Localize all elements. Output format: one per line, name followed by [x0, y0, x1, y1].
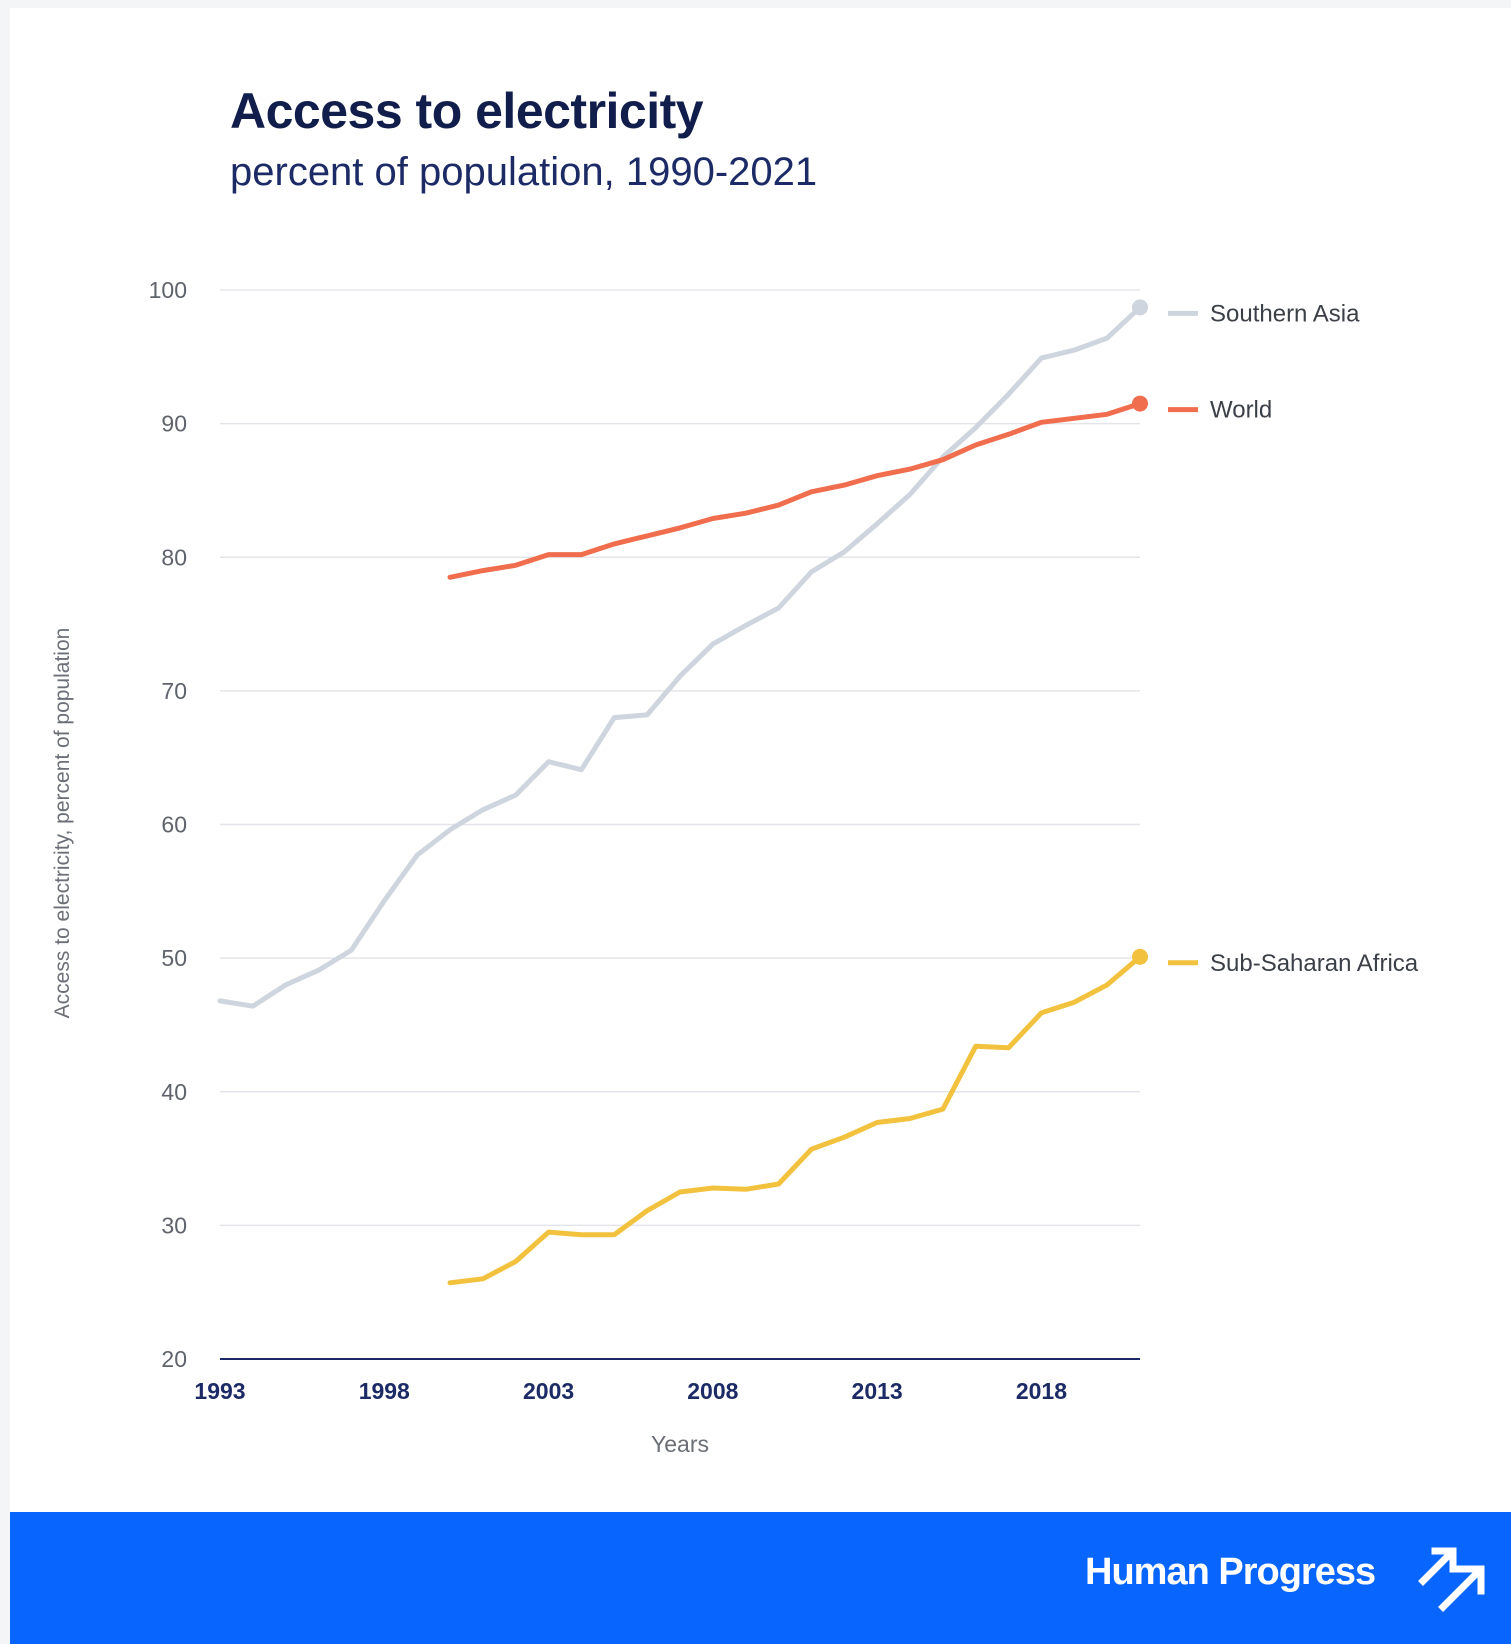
x-tick-label: 2013 — [852, 1378, 903, 1404]
y-tick-label: 100 — [149, 277, 187, 303]
x-axis-label: Years — [651, 1431, 709, 1457]
y-tick-label: 20 — [161, 1346, 187, 1372]
y-tick-label: 60 — [161, 812, 187, 838]
legend: Southern Asia World Sub-Saharan Africa — [1168, 300, 1419, 976]
x-tick-label: 2018 — [1016, 1378, 1067, 1404]
x-tick-label: 1998 — [359, 1378, 410, 1404]
series-line-sub-saharan-africa — [450, 957, 1140, 1283]
x-tick-label: 2003 — [523, 1378, 574, 1404]
x-tick-label: 1993 — [194, 1378, 245, 1404]
y-tick-label: 30 — [161, 1212, 187, 1238]
x-tick-label: 2008 — [687, 1378, 738, 1404]
x-axis-ticks: 1993 1998 2003 2008 2013 2018 — [194, 1378, 1067, 1404]
grid-lines — [220, 290, 1140, 1225]
y-tick-label: 90 — [161, 411, 187, 437]
double-arrow-up-right-icon — [1415, 1541, 1491, 1617]
legend-label: Southern Asia — [1210, 300, 1360, 327]
y-axis-ticks: 20 30 40 50 60 70 80 90 100 — [149, 277, 187, 1372]
series-end-point — [1132, 949, 1148, 965]
series-end-point — [1132, 396, 1148, 412]
legend-label: Sub-Saharan Africa — [1210, 950, 1419, 977]
brand-name: Human Progress — [1085, 1551, 1375, 1594]
y-tick-label: 80 — [161, 544, 187, 570]
line-chart: 20 30 40 50 60 70 80 90 100 1993 1998 2003 2008 2013… — [0, 0, 1511, 1512]
series-end-point — [1132, 299, 1148, 315]
series-line-world — [450, 404, 1140, 578]
y-tick-label: 50 — [161, 945, 187, 971]
legend-label: World — [1210, 397, 1272, 424]
y-tick-label: 40 — [161, 1079, 187, 1105]
y-tick-label: 70 — [161, 678, 187, 704]
series-line-southern-asia — [220, 307, 1140, 1006]
series-lines — [220, 299, 1148, 1282]
y-axis-label: Access to electricity, percent of popula… — [51, 628, 74, 1019]
